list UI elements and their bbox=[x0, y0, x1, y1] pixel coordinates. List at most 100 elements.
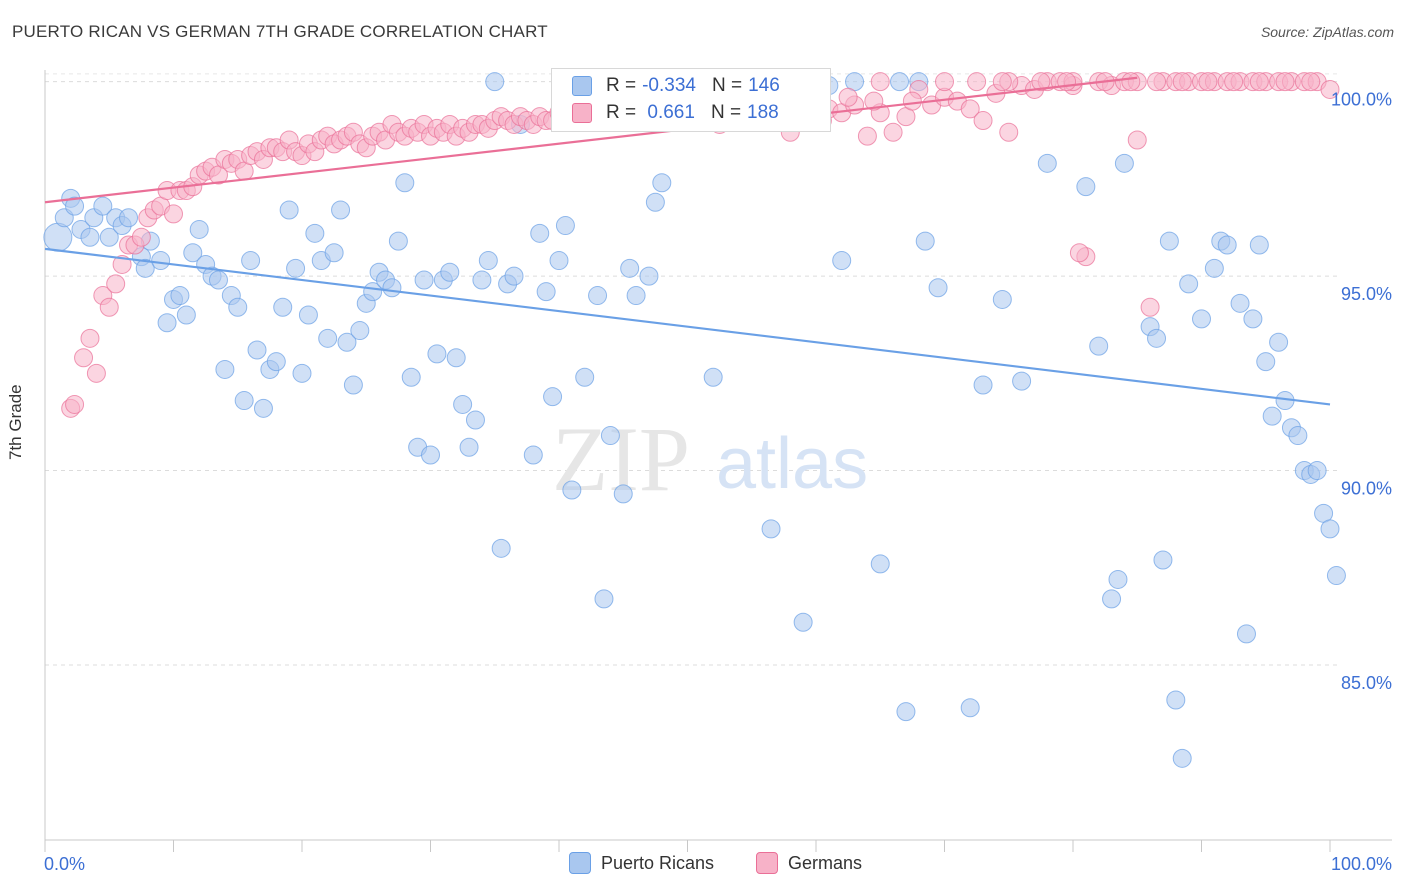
data-point bbox=[1262, 406, 1282, 426]
data-point bbox=[870, 72, 890, 92]
data-point bbox=[549, 251, 569, 271]
legend-item-germans[interactable]: Germans bbox=[756, 852, 862, 874]
data-point bbox=[1320, 79, 1340, 99]
legend-item-puerto-ricans[interactable]: Puerto Ricans bbox=[569, 852, 714, 874]
data-point bbox=[967, 72, 987, 92]
data-point bbox=[973, 111, 993, 131]
data-point bbox=[478, 251, 498, 271]
data-point bbox=[1236, 624, 1256, 644]
data-point bbox=[135, 258, 155, 278]
data-point bbox=[992, 72, 1012, 92]
watermark-atlas: atlas bbox=[716, 424, 868, 504]
y-axis-label: 7th Grade bbox=[6, 384, 25, 460]
x-tick-label-min: 0.0% bbox=[44, 854, 85, 874]
data-point bbox=[588, 286, 608, 306]
data-point bbox=[273, 297, 293, 317]
data-point bbox=[253, 398, 273, 418]
data-point bbox=[234, 391, 254, 411]
data-point bbox=[305, 223, 325, 243]
data-point bbox=[1320, 519, 1340, 539]
data-point bbox=[504, 266, 524, 286]
legend-swatch-blue bbox=[572, 76, 592, 96]
data-point bbox=[1204, 258, 1224, 278]
data-point bbox=[43, 222, 73, 252]
data-point bbox=[485, 72, 505, 92]
legend-n-value: 146 bbox=[748, 75, 780, 96]
series-puerto-ricans bbox=[43, 72, 1346, 768]
data-point bbox=[1172, 748, 1192, 768]
data-point bbox=[594, 589, 614, 609]
legend-n-value: 188 bbox=[747, 102, 779, 123]
legend-r-label: R = bbox=[606, 102, 637, 123]
data-point bbox=[99, 227, 119, 247]
y-tick-label: 95.0% bbox=[1341, 284, 1392, 304]
legend-n-label: N = bbox=[711, 75, 743, 96]
data-point bbox=[575, 367, 595, 387]
data-point bbox=[395, 173, 415, 193]
legend-row-puerto-ricans: R = -0.334 N = 146 bbox=[572, 74, 780, 98]
legend-swatch-pink bbox=[756, 852, 778, 874]
data-point bbox=[414, 270, 434, 290]
y-tick-label: 85.0% bbox=[1341, 673, 1392, 693]
data-point bbox=[241, 251, 261, 271]
data-point bbox=[215, 359, 235, 379]
axes bbox=[44, 70, 1392, 852]
data-point bbox=[1012, 371, 1032, 391]
data-point bbox=[93, 196, 113, 216]
data-point bbox=[1153, 550, 1173, 570]
data-point bbox=[131, 227, 151, 247]
data-point bbox=[421, 445, 440, 465]
data-point bbox=[1256, 352, 1276, 372]
data-point bbox=[1288, 426, 1308, 446]
data-point bbox=[1108, 569, 1128, 589]
data-point bbox=[536, 282, 556, 302]
data-point bbox=[626, 286, 646, 306]
data-point bbox=[1172, 72, 1192, 92]
data-point bbox=[999, 122, 1019, 142]
data-point bbox=[65, 394, 85, 414]
data-point bbox=[543, 387, 563, 407]
data-point bbox=[883, 122, 903, 142]
data-point bbox=[864, 91, 884, 111]
data-point bbox=[1249, 72, 1269, 92]
data-point bbox=[401, 367, 421, 387]
data-point bbox=[1069, 243, 1089, 263]
data-point bbox=[266, 352, 286, 372]
data-point bbox=[106, 274, 126, 294]
data-point bbox=[446, 348, 466, 368]
data-point bbox=[652, 173, 672, 193]
trend-lines bbox=[44, 76, 1331, 406]
data-point bbox=[151, 251, 171, 271]
data-point bbox=[1224, 72, 1244, 92]
data-point bbox=[472, 270, 492, 290]
data-point bbox=[112, 254, 132, 274]
legend-label: Germans bbox=[788, 852, 863, 873]
data-point bbox=[562, 480, 582, 500]
data-point bbox=[935, 72, 954, 92]
data-point bbox=[157, 313, 177, 333]
data-point bbox=[1307, 461, 1327, 481]
data-point bbox=[465, 410, 485, 430]
data-point bbox=[761, 519, 781, 539]
legend-r-value: 0.661 bbox=[642, 102, 695, 123]
x-tick-label-max: 100.0% bbox=[1331, 854, 1392, 874]
data-point bbox=[973, 375, 993, 395]
data-point bbox=[459, 437, 479, 457]
data-point bbox=[298, 305, 318, 325]
data-point bbox=[857, 126, 877, 146]
legend-row-germans: R = 0.661 N = 188 bbox=[572, 101, 779, 125]
data-point bbox=[960, 698, 980, 718]
data-point bbox=[1147, 328, 1167, 348]
legend-label: Puerto Ricans bbox=[601, 852, 715, 873]
data-point bbox=[1275, 72, 1295, 92]
data-point bbox=[960, 99, 980, 119]
data-point bbox=[228, 297, 248, 317]
data-point bbox=[208, 270, 228, 290]
data-point bbox=[523, 445, 543, 465]
trend-line bbox=[44, 247, 1331, 406]
data-point bbox=[183, 243, 203, 263]
data-point bbox=[292, 363, 312, 383]
data-point bbox=[1269, 332, 1289, 352]
data-point bbox=[1301, 72, 1321, 92]
data-point bbox=[992, 289, 1012, 309]
